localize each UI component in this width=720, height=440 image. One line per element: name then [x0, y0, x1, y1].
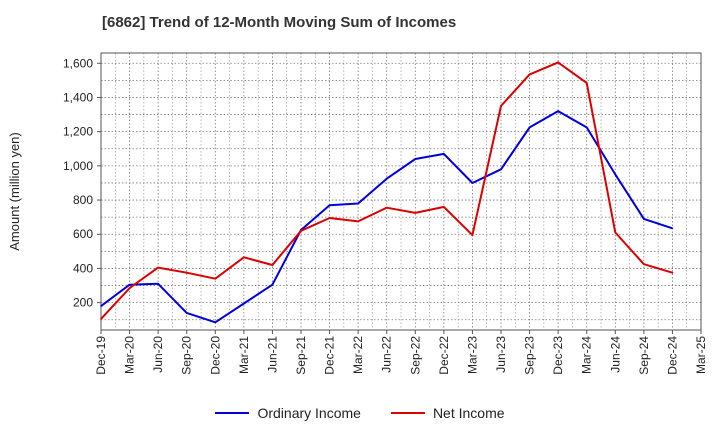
x-tick-label: Dec-20 [208, 336, 222, 375]
x-tick-label: Sep-23 [523, 336, 537, 375]
data-point-net-income [471, 234, 474, 236]
legend-swatch-net-income [390, 412, 425, 414]
data-point-ordinary-income [243, 302, 245, 305]
data-point-ordinary-income [100, 305, 102, 307]
y-tick-label: 200 [73, 296, 93, 310]
data-point-ordinary-income [528, 126, 531, 129]
x-tick-label: Dec-21 [323, 336, 337, 375]
y-tick-label: 1,200 [63, 125, 93, 139]
data-point-ordinary-income [643, 218, 645, 220]
data-point-net-income [243, 256, 245, 259]
data-point-net-income [128, 287, 131, 289]
data-point-net-income [528, 73, 531, 76]
data-point-ordinary-income [443, 153, 445, 155]
data-point-ordinary-income [271, 283, 274, 286]
data-point-net-income [328, 217, 331, 219]
x-tick-label: Mar-22 [351, 336, 365, 374]
legend-item-net-income: Net Income [390, 405, 505, 421]
data-point-net-income [300, 230, 302, 232]
x-tick-label: Jun-24 [608, 336, 622, 373]
y-tick-label: 800 [73, 193, 93, 207]
y-tick-label: 1,000 [63, 159, 93, 173]
data-point-net-income [671, 271, 674, 274]
legend-label-ordinary-income: Ordinary Income [257, 405, 361, 421]
data-point-net-income [643, 263, 645, 265]
legend-label-net-income: Net Income [432, 405, 505, 421]
x-tick-label: Jun-20 [151, 336, 165, 373]
chart-title: [6862] Trend of 12-Month Moving Sum of I… [102, 14, 457, 31]
data-point-net-income [271, 264, 274, 266]
data-point-net-income [414, 212, 417, 214]
x-tick-label: Mar-21 [237, 336, 251, 374]
data-point-net-income [385, 206, 388, 209]
data-point-ordinary-income [585, 126, 588, 129]
data-point-net-income [357, 220, 359, 223]
data-point-ordinary-income [500, 168, 502, 171]
data-point-net-income [157, 266, 159, 269]
x-tick-label: Sep-22 [408, 336, 422, 375]
x-tick-label: Jun-23 [494, 336, 508, 373]
labels-layer: 200 400 600 800 1,000 1,200 1,400 1,600 Dec-19 Ma… [7, 56, 708, 374]
plot-frame [100, 52, 702, 331]
y-axis-title: Amount (million yen) [7, 132, 22, 251]
y-tick-label: 400 [73, 261, 93, 275]
series-layer [100, 61, 674, 324]
x-tick-label: Jun-21 [265, 336, 279, 373]
x-tick-label: Mar-24 [580, 336, 594, 374]
data-point-net-income [500, 105, 502, 107]
y-tick-label: 1,600 [63, 56, 93, 70]
x-tick-label: Jun-22 [380, 336, 394, 373]
data-point-ordinary-income [357, 202, 359, 205]
data-point-ordinary-income [128, 283, 131, 286]
data-point-ordinary-income [214, 321, 217, 324]
data-point-ordinary-income [185, 312, 188, 314]
axes-layer [97, 52, 702, 334]
y-tick-label: 600 [73, 227, 93, 241]
data-point-net-income [185, 271, 188, 274]
x-tick-label: Mar-20 [123, 336, 137, 374]
data-point-net-income [214, 277, 217, 280]
data-point-net-income [585, 82, 588, 84]
data-point-net-income [557, 61, 559, 64]
data-point-ordinary-income [385, 177, 388, 180]
data-point-ordinary-income [414, 158, 417, 160]
data-point-ordinary-income [157, 283, 159, 285]
x-tick-label: Sep-24 [637, 336, 651, 375]
grid-layer [100, 53, 702, 330]
legend-swatch-ordinary-income [215, 412, 250, 414]
x-tick-label: Mar-25 [694, 336, 708, 374]
y-tick-label: 1,400 [63, 90, 93, 104]
x-tick-label: Dec-24 [665, 336, 679, 375]
x-tick-label: Dec-23 [551, 336, 565, 375]
legend: Ordinary Income Net Income [0, 405, 720, 421]
x-tick-label: Sep-20 [180, 336, 194, 375]
data-point-net-income [100, 318, 102, 320]
data-point-net-income [614, 231, 617, 234]
legend-item-ordinary-income: Ordinary Income [215, 405, 361, 421]
x-tick-label: Dec-22 [437, 336, 451, 375]
data-point-ordinary-income [557, 110, 559, 112]
x-tick-label: Mar-23 [465, 336, 479, 374]
data-point-ordinary-income [614, 173, 617, 176]
data-point-ordinary-income [671, 227, 674, 230]
data-point-ordinary-income [471, 182, 474, 184]
data-point-net-income [443, 206, 445, 208]
data-point-ordinary-income [328, 204, 331, 206]
x-tick-label: Sep-21 [294, 336, 308, 375]
x-tick-label: Dec-19 [94, 336, 108, 375]
